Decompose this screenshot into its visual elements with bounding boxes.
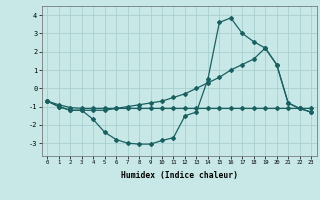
X-axis label: Humidex (Indice chaleur): Humidex (Indice chaleur) xyxy=(121,171,238,180)
